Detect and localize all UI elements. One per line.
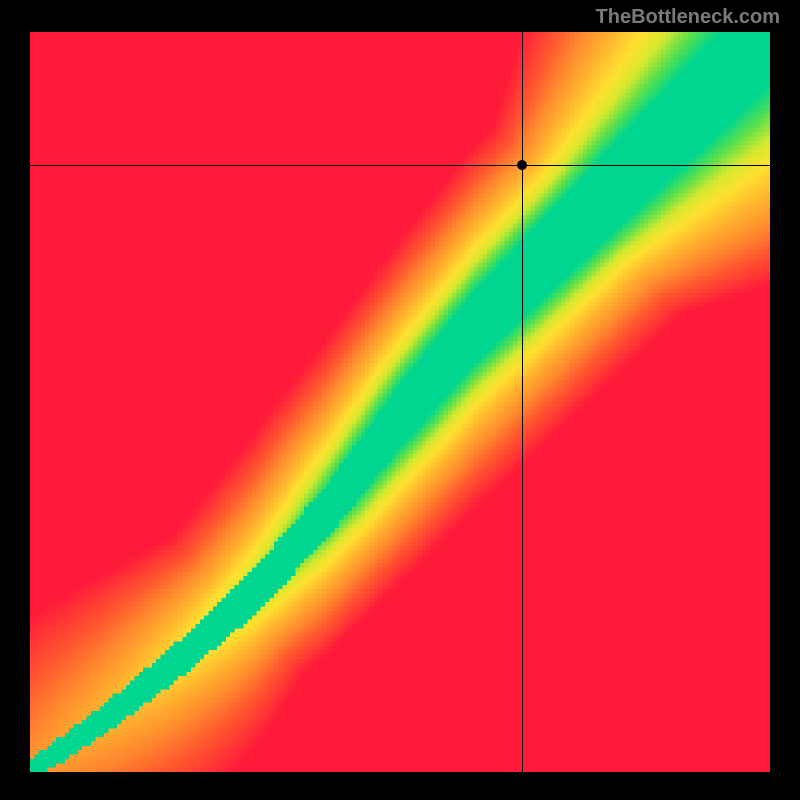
crosshair-point: [517, 160, 527, 170]
watermark: TheBottleneck.com: [596, 6, 780, 29]
heatmap-canvas: [30, 32, 770, 772]
crosshair-vertical: [522, 32, 523, 772]
bottleneck-heatmap: [30, 32, 770, 772]
crosshair-horizontal: [30, 165, 770, 166]
